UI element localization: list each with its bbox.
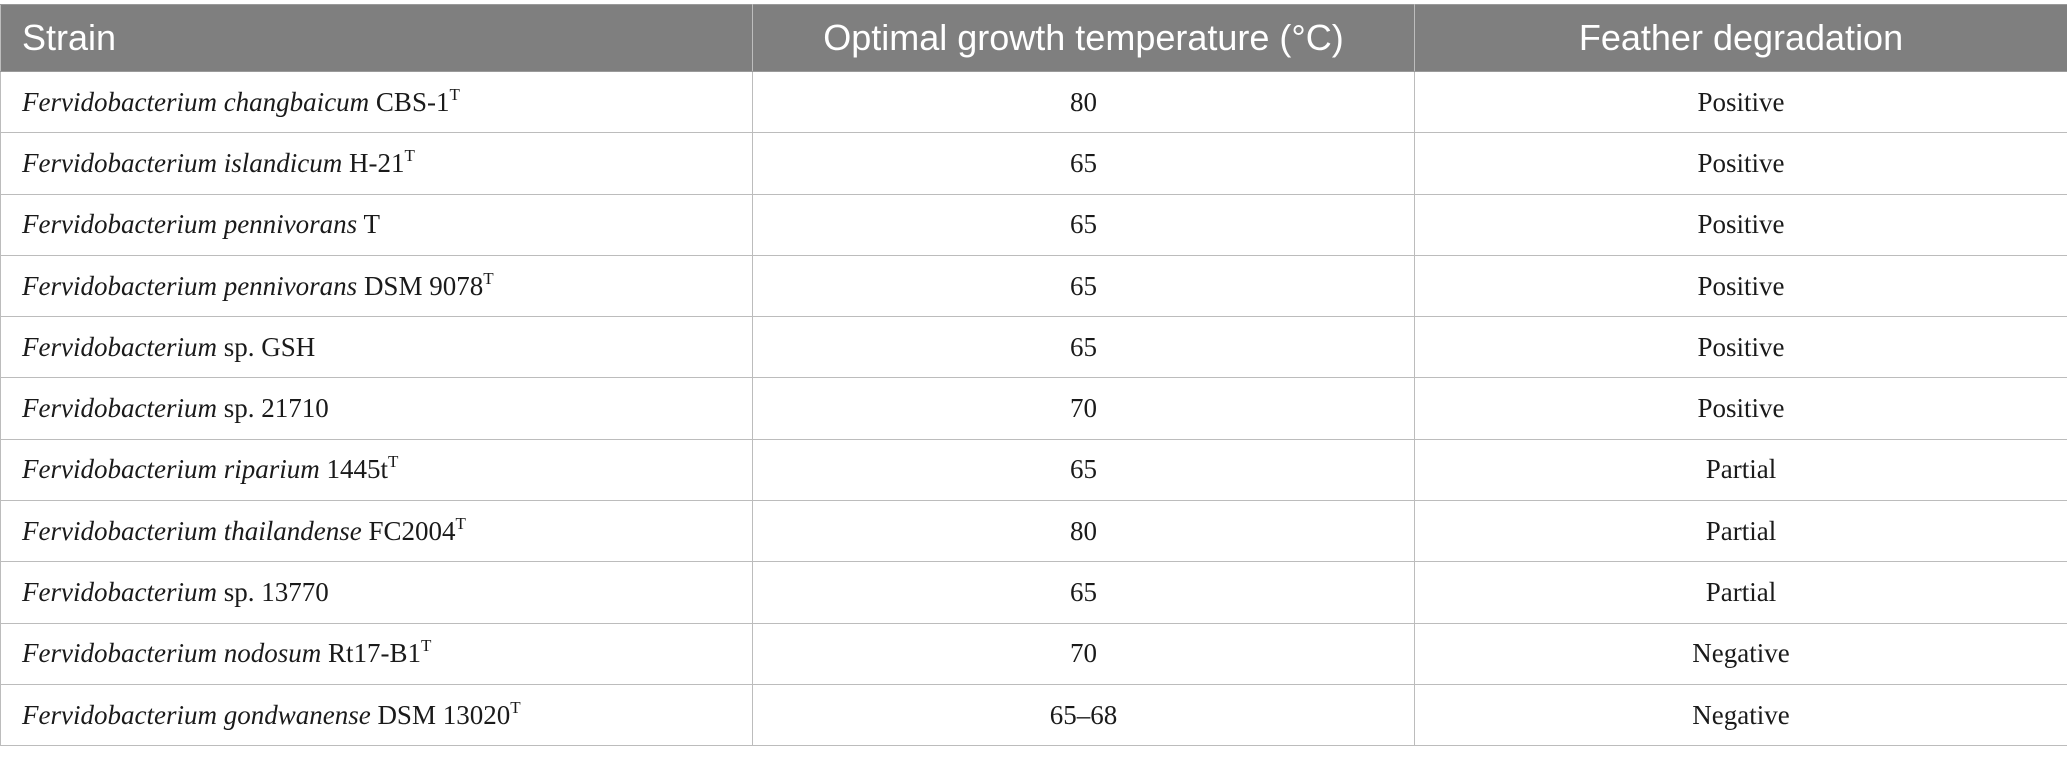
strain-cell: Fervidobacterium changbaicum CBS-1T [0, 70, 753, 134]
strain-genus: Fervidobacterium [22, 331, 217, 362]
type-strain-marker: T [510, 697, 521, 717]
strain-species: changbaicum [223, 86, 370, 117]
type-strain-marker: T [449, 84, 460, 104]
table-row: Fervidobacterium riparium 1445tT 65 Part… [0, 438, 2067, 502]
temperature-cell: 80 [752, 500, 1415, 563]
strain-cell: Fervidobacterium riparium 1445tT [0, 438, 753, 502]
degradation-cell: Partial [1414, 438, 2067, 502]
strain-designation: sp. GSH [223, 331, 316, 362]
strain-genus: Fervidobacterium [22, 699, 217, 730]
type-strain-marker: T [455, 513, 466, 533]
strain-cell: Fervidobacterium thailandense FC2004T [0, 500, 753, 563]
strain-designation: CBS-1 [375, 86, 450, 117]
table-row: Fervidobacterium thailandense FC2004T 80… [0, 500, 2067, 563]
table-row: Fervidobacterium sp. GSH 65 Positive [0, 316, 2067, 379]
header-temperature: Optimal growth temperature (°C) [752, 4, 1415, 72]
strain-designation: H-21 [348, 147, 405, 178]
strain-genus: Fervidobacterium [22, 270, 217, 301]
temperature-cell: 65 [752, 561, 1415, 624]
strain-genus: Fervidobacterium [22, 454, 217, 485]
temperature-cell: 65 [752, 438, 1415, 502]
strain-species: pennivorans [223, 209, 358, 240]
strain-cell: Fervidobacterium islandicum H-21T [0, 132, 753, 195]
strain-genus: Fervidobacterium [22, 515, 217, 546]
temperature-cell: 80 [752, 70, 1415, 134]
type-strain-marker: T [404, 145, 415, 165]
temperature-cell: 65 [752, 132, 1415, 195]
temperature-cell: 70 [752, 377, 1415, 440]
header-strain: Strain [0, 4, 753, 72]
strain-designation: FC2004 [368, 515, 456, 546]
strain-designation: sp. 13770 [223, 577, 329, 608]
strain-species: islandicum [223, 147, 343, 178]
table-row: Fervidobacterium gondwanense DSM 13020T … [0, 683, 2067, 747]
degradation-cell: Positive [1414, 254, 2067, 318]
strain-cell: Fervidobacterium sp. 13770 [0, 561, 753, 624]
header-degradation: Feather degradation [1414, 4, 2067, 72]
table-row: Fervidobacterium sp. 13770 65 Partial [0, 561, 2067, 624]
strain-cell: Fervidobacterium pennivorans DSM 9078T [0, 254, 753, 318]
strain-species: gondwanense [223, 699, 371, 730]
strain-cell: Fervidobacterium gondwanense DSM 13020T [0, 683, 753, 747]
table-row: Fervidobacterium nodosum Rt17-B1T 70 Neg… [0, 622, 2067, 685]
strain-species: pennivorans [223, 270, 358, 301]
strain-genus: Fervidobacterium [22, 638, 217, 669]
temperature-cell: 70 [752, 622, 1415, 685]
strain-genus: Fervidobacterium [22, 577, 217, 608]
table-row: Fervidobacterium islandicum H-21T 65 Pos… [0, 132, 2067, 195]
degradation-cell: Negative [1414, 683, 2067, 747]
strain-species: riparium [223, 454, 320, 485]
temperature-cell: 65 [752, 316, 1415, 379]
degradation-cell: Negative [1414, 622, 2067, 685]
degradation-cell: Partial [1414, 500, 2067, 563]
temperature-cell: 65 [752, 193, 1415, 256]
strain-genus: Fervidobacterium [22, 86, 217, 117]
strain-genus: Fervidobacterium [22, 393, 217, 424]
degradation-cell: Positive [1414, 377, 2067, 440]
strain-cell: Fervidobacterium sp. GSH [0, 316, 753, 379]
degradation-cell: Positive [1414, 132, 2067, 195]
strain-designation: DSM 9078 [363, 270, 484, 301]
strain-cell: Fervidobacterium sp. 21710 [0, 377, 753, 440]
type-strain-marker: T [388, 452, 399, 472]
strain-genus: Fervidobacterium [22, 209, 217, 240]
temperature-cell: 65–68 [752, 683, 1415, 747]
strain-cell: Fervidobacterium pennivorans T [0, 193, 753, 256]
strain-designation: Rt17-B1 [327, 638, 421, 669]
strain-species: thailandense [223, 515, 362, 546]
strain-designation: T [363, 209, 380, 240]
strain-genus: Fervidobacterium [22, 147, 217, 178]
type-strain-marker: T [420, 636, 432, 656]
strain-designation: sp. 21710 [223, 393, 329, 424]
type-strain-marker: T [483, 268, 494, 288]
degradation-cell: Positive [1414, 193, 2067, 256]
table-row: Fervidobacterium pennivorans T 65 Positi… [0, 193, 2067, 256]
table-row: Fervidobacterium pennivorans DSM 9078T 6… [0, 254, 2067, 318]
strain-table: Strain Optimal growth temperature (°C) F… [0, 4, 2067, 747]
temperature-cell: 65 [752, 254, 1415, 318]
degradation-cell: Positive [1414, 316, 2067, 379]
degradation-cell: Partial [1414, 561, 2067, 624]
strain-cell: Fervidobacterium nodosum Rt17-B1T [0, 622, 753, 685]
degradation-cell: Positive [1414, 70, 2067, 134]
header-row: Strain Optimal growth temperature (°C) F… [0, 4, 2067, 72]
strain-designation: DSM 13020 [377, 699, 511, 730]
table-row: Fervidobacterium sp. 21710 70 Positive [0, 377, 2067, 440]
strain-species: nodosum [223, 638, 322, 669]
strain-designation: 1445t [326, 454, 388, 485]
table-row: Fervidobacterium changbaicum CBS-1T 80 P… [0, 70, 2067, 134]
